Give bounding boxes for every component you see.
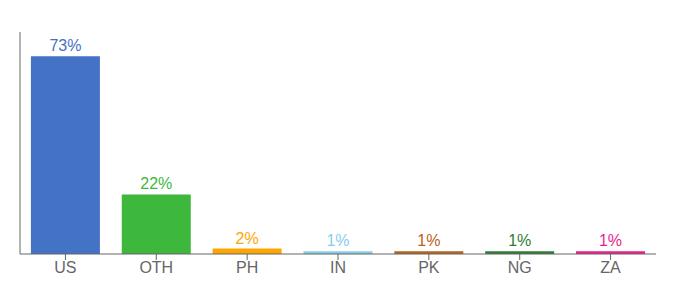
svg-text:IN: IN xyxy=(330,259,346,276)
svg-text:2%: 2% xyxy=(236,230,259,247)
svg-text:PK: PK xyxy=(418,259,440,276)
svg-text:NG: NG xyxy=(508,259,532,276)
svg-text:OTH: OTH xyxy=(139,259,173,276)
svg-text:PH: PH xyxy=(236,259,258,276)
svg-text:ZA: ZA xyxy=(600,259,621,276)
svg-text:73%: 73% xyxy=(49,37,81,54)
svg-text:US: US xyxy=(54,259,76,276)
svg-text:1%: 1% xyxy=(508,232,531,249)
svg-text:22%: 22% xyxy=(140,175,172,192)
svg-text:1%: 1% xyxy=(599,232,622,249)
svg-text:1%: 1% xyxy=(326,232,349,249)
svg-text:1%: 1% xyxy=(417,232,440,249)
